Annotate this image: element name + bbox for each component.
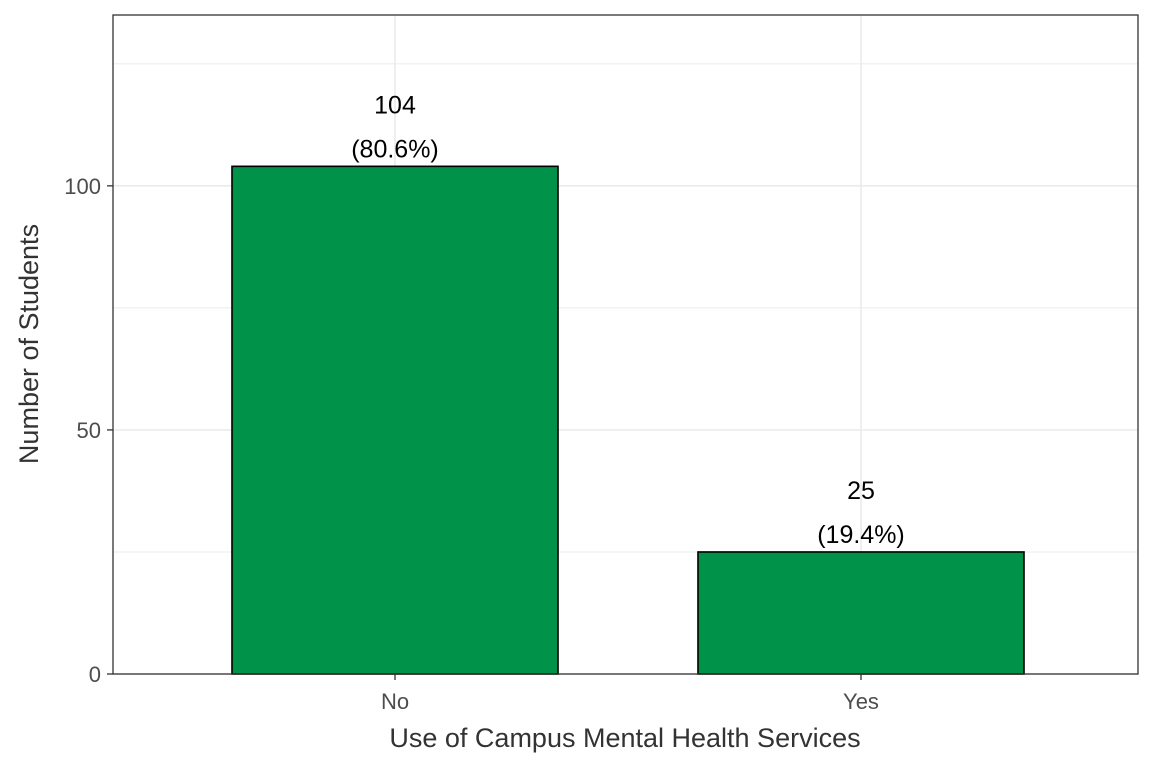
data-label-count: 104: [374, 91, 416, 119]
data-label-percent: (80.6%): [351, 135, 439, 163]
y-axis: 0 50 100: [64, 174, 113, 687]
data-label-percent: (19.4%): [817, 521, 905, 549]
y-tick-label: 0: [89, 662, 101, 687]
data-label-count: 25: [847, 477, 875, 505]
x-tick-label: No: [381, 689, 409, 714]
bar-yes: [697, 551, 1025, 675]
bars-layer: [231, 165, 1025, 675]
x-tick-label: Yes: [843, 689, 879, 714]
x-axis-title: Use of Campus Mental Health Services: [389, 723, 860, 753]
data-labels-layer: 104 (80.6%) 25 (19.4%): [351, 91, 905, 549]
plot-panel-border: [112, 14, 1139, 675]
y-tick-label: 100: [64, 174, 101, 199]
y-tick-label: 50: [77, 418, 101, 443]
bar-no: [231, 165, 559, 675]
y-axis-title: Number of Students: [14, 224, 44, 464]
x-axis: No Yes: [381, 674, 879, 714]
